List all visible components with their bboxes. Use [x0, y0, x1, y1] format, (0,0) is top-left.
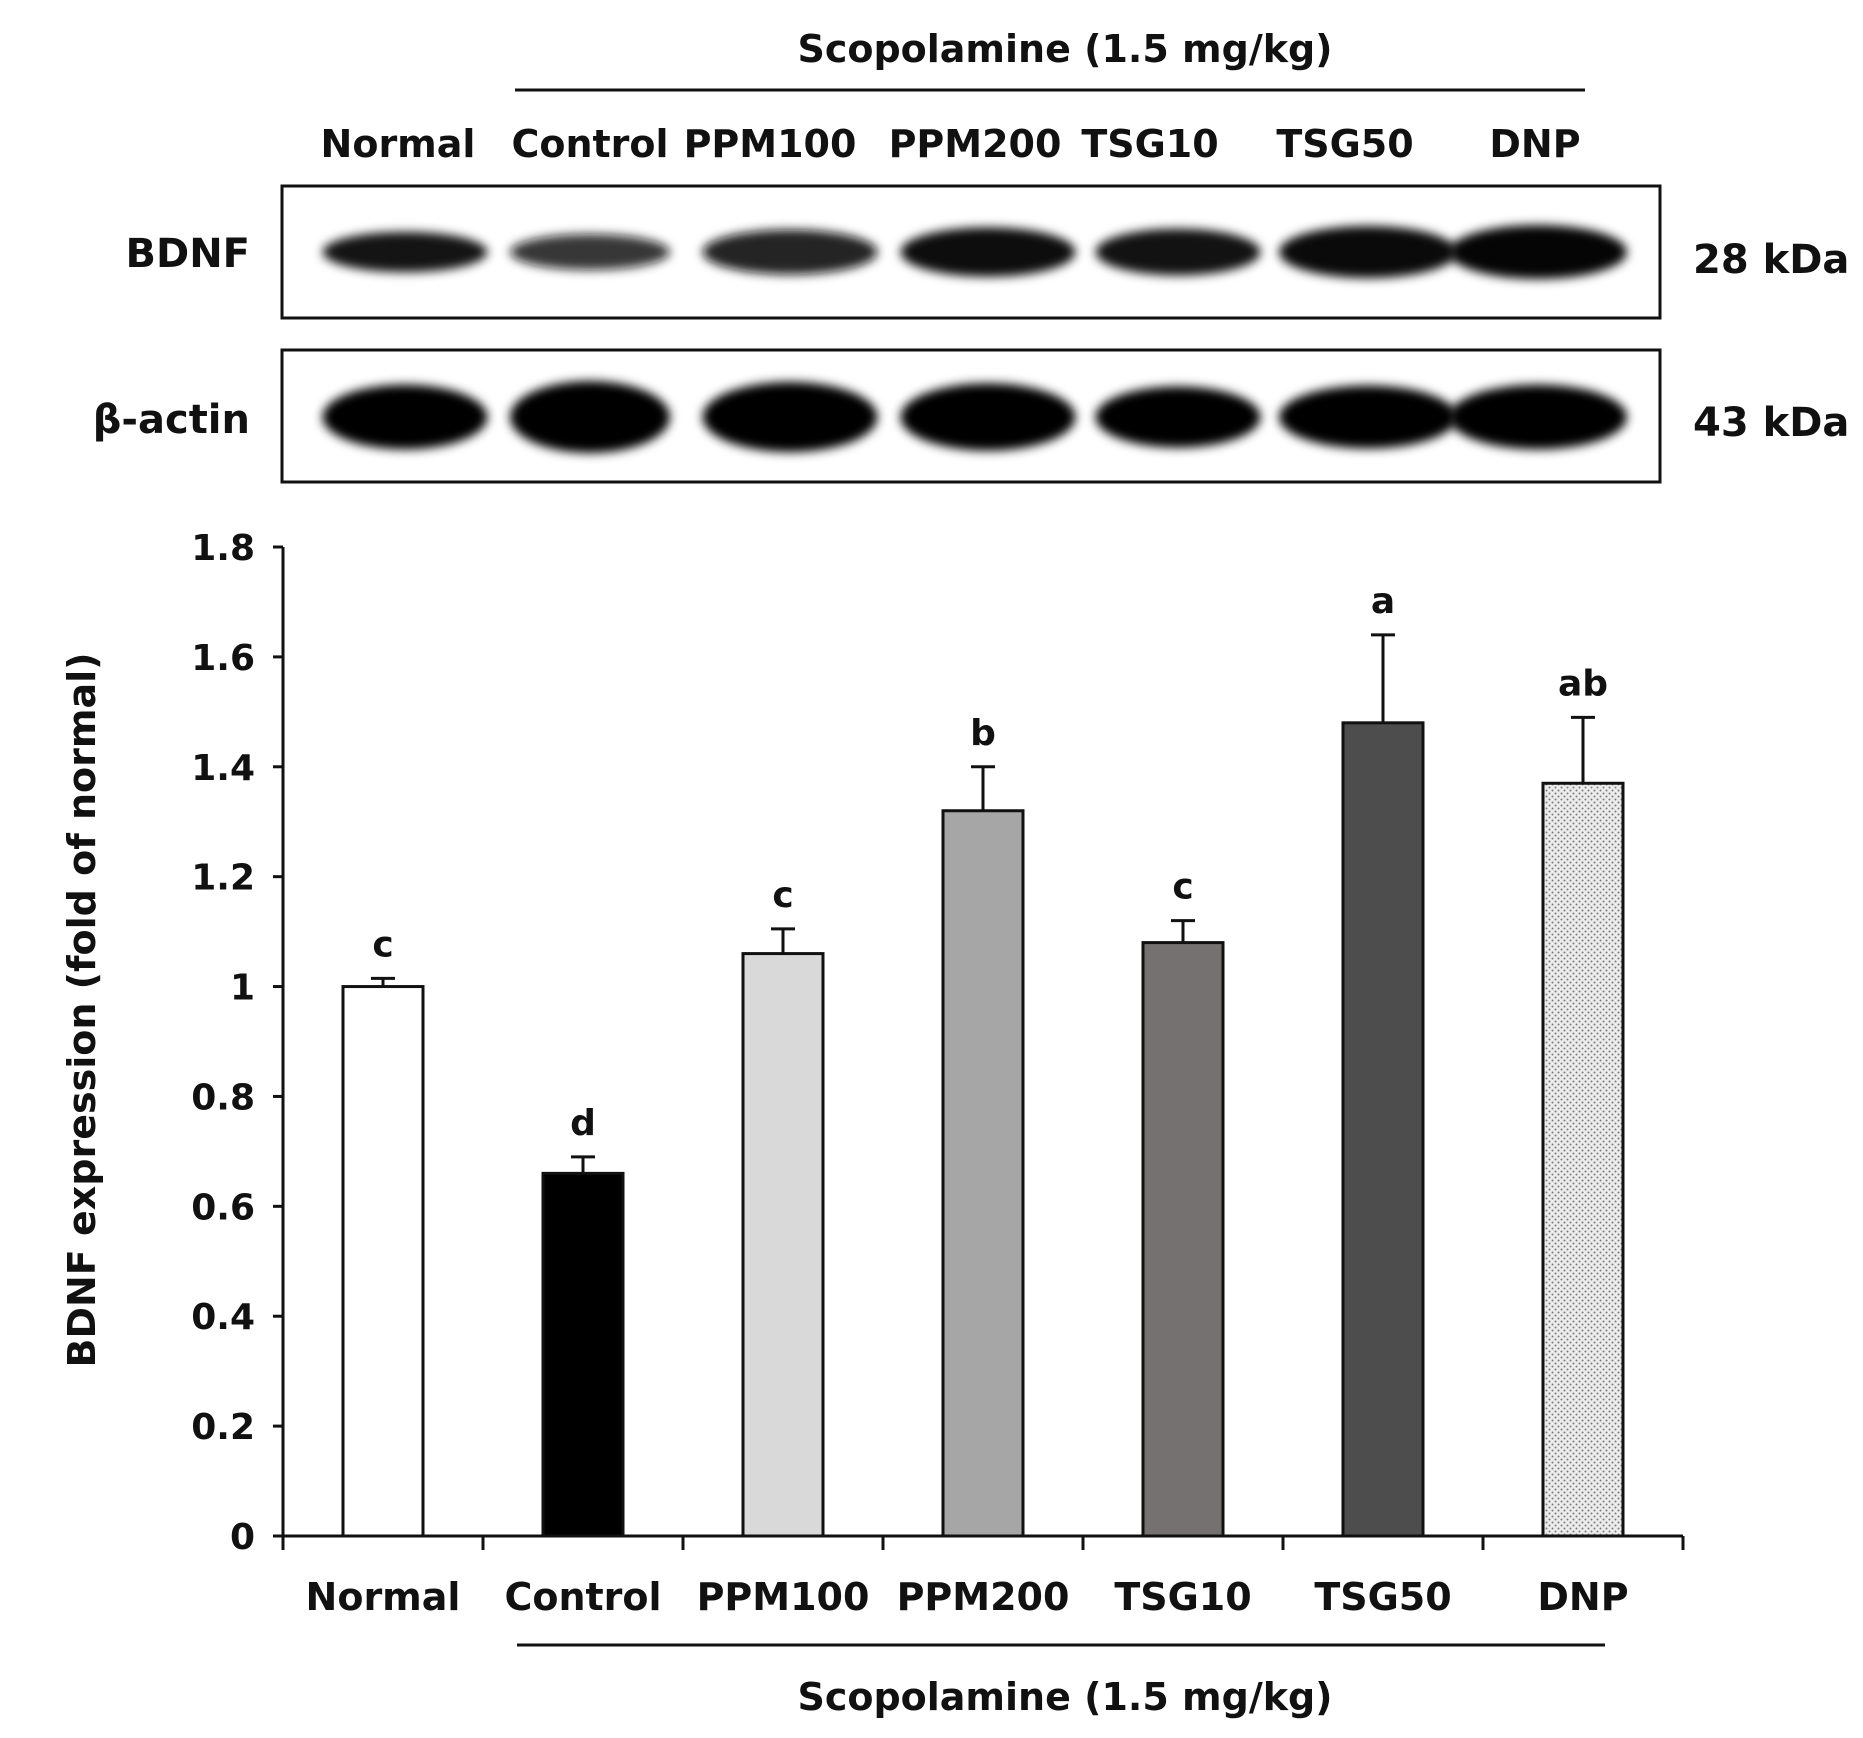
blot-band	[322, 231, 488, 273]
bar	[341, 985, 425, 1538]
bars: c d c b c a ab	[341, 581, 1625, 1538]
bar	[1341, 721, 1425, 1538]
blot-band	[1449, 225, 1627, 279]
blot-row-label-bdnf: BDNF	[126, 231, 251, 277]
x-tick-label: DNP	[1537, 1575, 1628, 1619]
y-tick-label: 1.8	[191, 528, 255, 569]
x-tick-label: TSG10	[1114, 1575, 1251, 1619]
y-axis-title: BDNF expression (fold of normal)	[60, 652, 104, 1367]
blot-band	[1279, 385, 1457, 449]
blot-bands-bdnf	[322, 225, 1627, 279]
bar	[741, 952, 825, 1538]
blot-band	[510, 234, 670, 270]
bar	[1141, 941, 1225, 1538]
x-axis: Normal Control PPM100 PPM200 TSG10 TSG50 DNP	[281, 1534, 1685, 1619]
blot-band	[322, 384, 488, 450]
significance-label: d	[570, 1103, 596, 1144]
blot-size-label-beta-actin: 43 kDa	[1693, 400, 1849, 446]
blot-band	[702, 381, 878, 453]
blot-band	[1449, 384, 1627, 450]
significance-label: a	[1371, 581, 1395, 622]
bar	[941, 809, 1025, 1538]
blot-header: Scopolamine (1.5 mg/kg) Normal Control PPM…	[321, 27, 1585, 166]
significance-label: c	[372, 924, 393, 965]
y-axis-ticks: 0 0.2 0.4 0.6 0.8 1 1.2 1.4 1.6 1.8	[191, 528, 285, 1558]
blot-lane-label: Control	[511, 122, 668, 166]
x-tick-label: TSG50	[1314, 1575, 1451, 1619]
blot-bands-beta-actin	[322, 381, 1627, 453]
y-tick-label: 0.2	[191, 1407, 255, 1448]
x-tick-label: PPM100	[697, 1575, 870, 1619]
x-tick-label: Normal	[306, 1575, 461, 1619]
blot-row-label-beta-actin: β-actin	[93, 397, 250, 443]
significance-label: b	[970, 713, 996, 754]
blot-lane-labels: Normal Control PPM100 PPM200 TSG10 TSG50 DNP	[321, 122, 1581, 166]
x-axis-scopolamine-label: Scopolamine (1.5 mg/kg)	[797, 1675, 1332, 1719]
blot-band	[1279, 225, 1457, 279]
bar	[1541, 781, 1625, 1538]
blot-lane-label: PPM200	[889, 122, 1062, 166]
blot-band	[510, 381, 670, 453]
blot-band	[702, 229, 878, 275]
y-tick-label: 0	[230, 1517, 255, 1558]
blot-lane-label: PPM100	[684, 122, 857, 166]
bar-chart: BDNF expression (fold of normal) 0 0.2 0.4…	[60, 528, 1685, 1719]
x-tick-label: Control	[504, 1575, 661, 1619]
blot-panel-beta-actin: β-actin 43 kDa	[93, 348, 1849, 484]
blot-band	[900, 383, 1076, 451]
blot-lane-label: Normal	[321, 122, 476, 166]
y-tick-label: 1.4	[191, 748, 255, 789]
blot-band	[1095, 228, 1261, 276]
significance-label: c	[1172, 867, 1193, 908]
x-tick-label: PPM200	[897, 1575, 1070, 1619]
blot-band	[1095, 386, 1261, 448]
blot-lane-label: DNP	[1489, 122, 1580, 166]
blot-size-label-bdnf: 28 kDa	[1693, 237, 1849, 283]
blot-panel-bdnf: BDNF 28 kDa	[126, 184, 1849, 320]
y-tick-label: 1.6	[191, 638, 255, 679]
significance-label: c	[772, 875, 793, 916]
y-tick-label: 0.4	[191, 1297, 255, 1338]
significance-label: ab	[1558, 663, 1608, 704]
y-tick-label: 0.6	[191, 1187, 255, 1228]
blot-lane-label: TSG10	[1081, 122, 1218, 166]
blot-band	[900, 227, 1076, 277]
blot-lane-label: TSG50	[1276, 122, 1413, 166]
bar	[541, 1171, 625, 1538]
y-tick-label: 0.8	[191, 1077, 255, 1118]
blot-scopolamine-label: Scopolamine (1.5 mg/kg)	[797, 27, 1332, 71]
y-tick-label: 1	[230, 968, 255, 1009]
y-tick-label: 1.2	[191, 858, 255, 899]
